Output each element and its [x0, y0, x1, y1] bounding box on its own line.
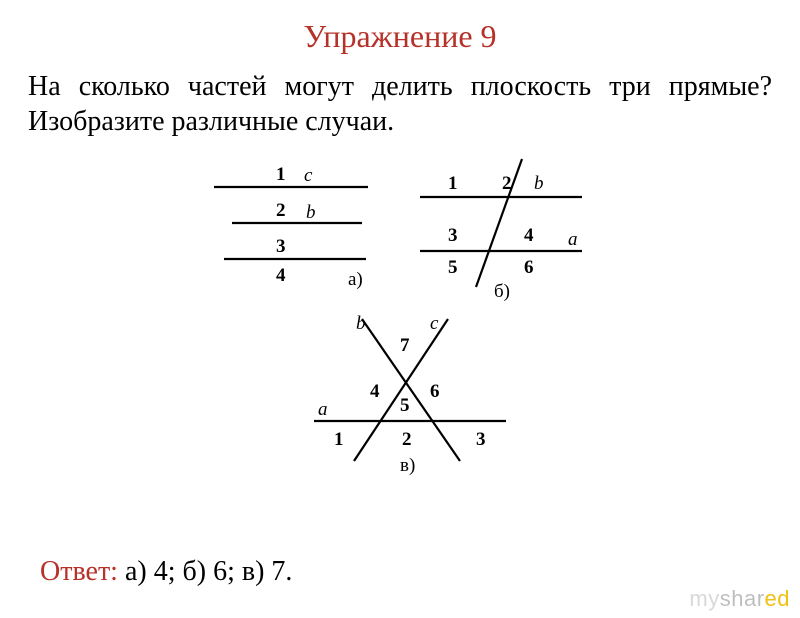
svg-text:6: 6: [430, 381, 440, 402]
watermark-ed: ed: [765, 586, 790, 611]
svg-text:b: b: [534, 173, 544, 194]
svg-text:3: 3: [448, 225, 458, 246]
exercise-title: Упражнение 9: [0, 18, 800, 55]
answer: Ответ: а) 4; б) 6; в) 7.: [40, 556, 292, 588]
svg-text:b: b: [356, 313, 366, 334]
svg-text:7: 7: [400, 335, 410, 356]
watermark-shar: shar: [720, 586, 765, 611]
svg-text:5: 5: [448, 257, 458, 278]
diagrams-area: 1c2b34а) ba123456б) abc7456123в): [0, 145, 800, 475]
svg-text:3: 3: [476, 429, 486, 450]
svg-text:2: 2: [276, 200, 286, 221]
svg-text:2: 2: [402, 429, 412, 450]
answer-text: а) 4; б) 6; в) 7.: [118, 556, 292, 587]
watermark: myshared: [689, 586, 790, 612]
svg-text:b: b: [306, 202, 316, 223]
svg-text:в): в): [400, 455, 415, 476]
svg-text:4: 4: [276, 265, 286, 286]
diagram-b: b a 1 2 3 4 5 6 б): [406, 151, 606, 311]
answer-label: Ответ:: [40, 556, 118, 587]
svg-text:1: 1: [334, 429, 344, 450]
svg-text:c: c: [430, 313, 439, 334]
svg-text:a: a: [568, 229, 578, 250]
svg-text:1: 1: [448, 173, 458, 194]
svg-text:1: 1: [276, 164, 286, 185]
svg-text:б): б): [494, 281, 510, 302]
svg-text:3: 3: [276, 236, 286, 257]
question-text: На сколько частей могут делить плоскость…: [0, 69, 800, 139]
svg-text:6: 6: [524, 257, 534, 278]
svg-text:4: 4: [524, 225, 534, 246]
svg-text:4: 4: [370, 381, 380, 402]
svg-text:a: a: [318, 399, 328, 420]
diagram-c: a b c7 456 1 2 3 в): [300, 311, 520, 481]
diagram-a: 1c2b3 4 а): [196, 151, 396, 311]
watermark-my: my: [689, 586, 719, 611]
svg-text:5: 5: [400, 395, 410, 416]
svg-text:2: 2: [502, 173, 512, 194]
svg-text:а): а): [348, 269, 363, 290]
svg-text:c: c: [304, 165, 313, 186]
